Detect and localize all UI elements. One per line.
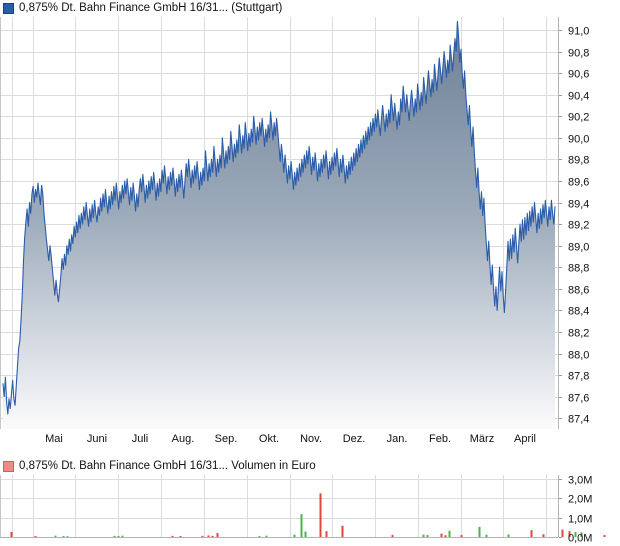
- volume-bar: [391, 535, 394, 537]
- price-y-tick-label: 88,2: [568, 328, 589, 340]
- volume-bars: [10, 493, 606, 538]
- volume-bar: [319, 493, 322, 537]
- price-y-tick-label: 90,6: [568, 69, 589, 81]
- price-y-tick-label: 88,4: [568, 306, 589, 318]
- volume-y-tick-label: 1,0M: [568, 514, 592, 526]
- volume-bar: [62, 536, 65, 538]
- volume-bar: [265, 535, 268, 537]
- volume-bar: [460, 535, 463, 537]
- price-y-tick-label: 88,6: [568, 285, 589, 297]
- price-y-tick-label: 88,0: [568, 350, 589, 362]
- month-tick-label: März: [470, 433, 494, 445]
- price-y-tick-label: 87,4: [568, 414, 589, 426]
- price-y-tick-label: 90,2: [568, 112, 589, 124]
- price-plot-frame: [0, 17, 562, 429]
- volume-series-legend[interactable]: 0,875% Dt. Bahn Finance GmbH 16/31... Vo…: [0, 458, 620, 474]
- volume-bar: [478, 526, 481, 537]
- month-tick-label: Dez.: [343, 433, 366, 445]
- volume-gridlines: [0, 475, 558, 538]
- volume-bar: [293, 534, 296, 537]
- price-y-tick-label: 89,0: [568, 242, 589, 254]
- volume-bar: [113, 535, 116, 537]
- volume-bar: [440, 533, 443, 537]
- volume-chart-svg[interactable]: 3,0M 2,0M 1,0M 0,0M: [0, 474, 620, 546]
- volume-bar: [179, 536, 182, 538]
- volume-bar: [117, 536, 120, 538]
- volume-y-tick-label: 2,0M: [568, 494, 592, 506]
- volume-bar: [603, 535, 606, 537]
- volume-bar: [325, 531, 328, 537]
- price-y-tick-label: 89,6: [568, 177, 589, 189]
- volume-y-tick-label: 3,0M: [568, 475, 592, 487]
- volume-bar: [171, 535, 174, 537]
- month-tick-label: Feb.: [429, 433, 451, 445]
- price-y-tick-label: 91,0: [568, 26, 589, 38]
- price-legend-swatch-icon: [3, 2, 14, 14]
- volume-bar: [54, 535, 57, 537]
- volume-bar: [216, 533, 219, 537]
- volume-bar: [341, 525, 344, 537]
- volume-bar: [444, 535, 447, 537]
- volume-bar: [530, 530, 533, 537]
- month-tick-label: Okt.: [259, 433, 279, 445]
- month-tick-label: April: [514, 433, 536, 445]
- price-chart-panel[interactable]: 91,0 90,8 90,6 90,4 90,2 90,0 89,8 89,6 89,4 89,2…: [0, 16, 620, 430]
- price-line: [2, 20, 556, 415]
- price-chart-svg[interactable]: 91,0 90,8 90,6 90,4 90,2 90,0 89,8 89,6 89,4 89,2…: [0, 16, 620, 430]
- volume-plot-frame: [0, 475, 562, 538]
- month-tick-label: Aug.: [172, 433, 195, 445]
- price-y-tick-label: 87,6: [568, 393, 589, 405]
- volume-bar: [574, 531, 577, 537]
- volume-bar: [34, 536, 37, 538]
- volume-y-tick-label: 0,0M: [568, 533, 592, 545]
- volume-y-axis-labels: 3,0M 2,0M 1,0M 0,0M: [568, 475, 592, 545]
- month-tick-label: Mai: [45, 433, 63, 445]
- price-y-tick-label: 89,8: [568, 155, 589, 167]
- price-y-tick-label: 89,4: [568, 199, 589, 211]
- volume-bar: [485, 534, 488, 537]
- volume-bar: [66, 536, 69, 538]
- volume-bar: [300, 514, 303, 537]
- month-tick-label: Juli: [132, 433, 149, 445]
- price-area-fill: [3, 21, 555, 430]
- volume-bar: [568, 531, 571, 537]
- volume-bar: [426, 535, 429, 537]
- price-y-axis-labels: 91,0 90,8 90,6 90,4 90,2 90,0 89,8 89,6 89,4 89,2…: [568, 26, 589, 426]
- price-series-legend[interactable]: 0,875% Dt. Bahn Finance GmbH 16/31... (S…: [0, 0, 620, 16]
- price-y-tick-label: 90,0: [568, 134, 589, 146]
- month-tick-label: Jan.: [387, 433, 408, 445]
- month-tick-label: Nov.: [300, 433, 322, 445]
- volume-bar: [561, 529, 564, 537]
- volume-bar: [121, 535, 124, 537]
- volume-bar: [207, 535, 210, 537]
- price-y-tick-label: 88,8: [568, 263, 589, 275]
- volume-bar: [542, 534, 545, 537]
- volume-bar: [211, 535, 214, 537]
- volume-bar: [201, 535, 204, 537]
- month-tick-label: Juni: [87, 433, 107, 445]
- month-tick-label: Sep.: [215, 433, 238, 445]
- price-y-tick-label: 89,2: [568, 220, 589, 232]
- volume-chart-panel[interactable]: 3,0M 2,0M 1,0M 0,0M: [0, 474, 620, 546]
- volume-bar: [448, 530, 451, 537]
- price-y-tick-label: 90,4: [568, 91, 589, 103]
- price-y-tick-label: 90,8: [568, 48, 589, 60]
- volume-bar: [507, 534, 510, 537]
- price-y-tick-label: 87,8: [568, 371, 589, 383]
- price-legend-label: 0,875% Dt. Bahn Finance GmbH 16/31... (S…: [19, 2, 283, 14]
- volume-legend-swatch-icon: [3, 460, 14, 472]
- volume-bar: [580, 532, 583, 537]
- month-axis: Mai Juni Juli Aug. Sep. Okt. Nov. Dez. Jan. Feb. M…: [0, 430, 620, 446]
- volume-bar: [10, 531, 13, 537]
- volume-bar: [258, 536, 261, 538]
- volume-bar: [304, 531, 307, 537]
- volume-legend-label: 0,875% Dt. Bahn Finance GmbH 16/31... Vo…: [19, 460, 316, 472]
- volume-bar: [422, 534, 425, 537]
